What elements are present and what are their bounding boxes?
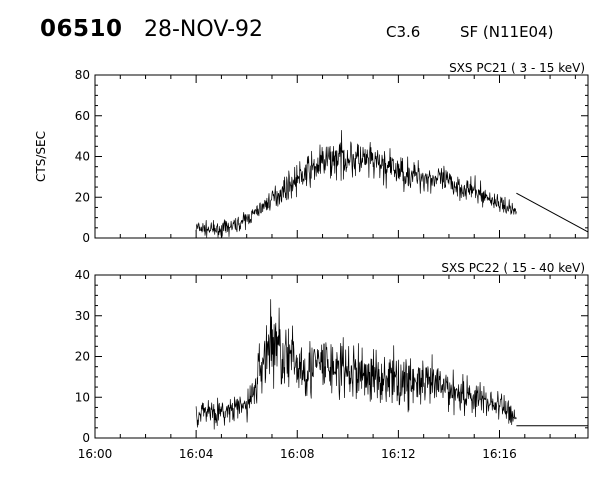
panel-title: SXS PC21 ( 3 - 15 keV) (449, 61, 585, 75)
x-tick-label: 16:00 (78, 447, 113, 461)
y-tick-label: 60 (75, 109, 90, 123)
x-tick-label: 16:12 (381, 447, 416, 461)
y-tick-label: 0 (82, 431, 90, 445)
y-tick-label: 30 (75, 309, 90, 323)
observation-date: 28-NOV-92 (144, 17, 264, 42)
y-tick-label: 10 (75, 390, 90, 404)
y-tick-label: 80 (75, 68, 90, 82)
x-tick-label: 16:08 (280, 447, 315, 461)
extrapolated-segment (516, 192, 589, 233)
y-tick-label: 0 (82, 231, 90, 245)
observation-id: 06510 (40, 16, 123, 42)
flare-event: SF (N11E04) (460, 23, 554, 41)
x-tick-label: 16:16 (482, 447, 517, 461)
lightcurve-series (195, 130, 517, 238)
panel-title: SXS PC22 ( 15 - 40 keV) (441, 261, 585, 275)
x-tick-label: 16:04 (179, 447, 214, 461)
y-tick-label: 40 (75, 150, 90, 164)
y-tick-label: 20 (75, 190, 90, 204)
y-tick-label: 40 (75, 268, 90, 282)
y-tick-label: 20 (75, 350, 90, 364)
lightcurve-series (195, 299, 517, 430)
y-axis-label: CTS/SEC (34, 131, 48, 182)
flare-class: C3.6 (386, 23, 421, 41)
